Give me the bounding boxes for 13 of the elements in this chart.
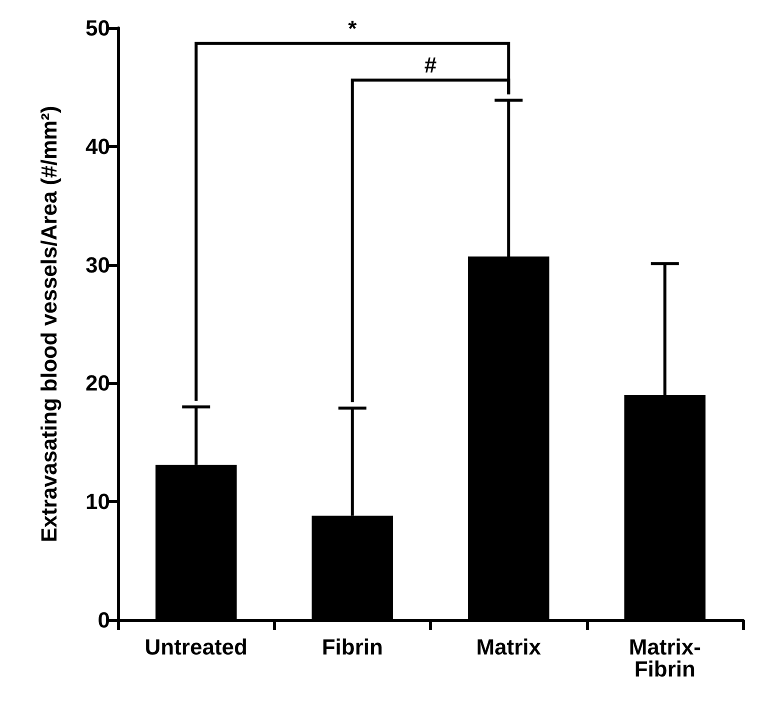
annotation: * [348, 16, 358, 41]
y-tick-label: 0 [98, 608, 110, 632]
y-tick-label: 50 [86, 16, 110, 40]
y-axis-title: Extravasating blood vessels/Area (#/mm²) [36, 106, 62, 542]
annotation: # [424, 52, 437, 78]
x-tick-label: Matrix-Fibrin [628, 634, 701, 682]
x-tick-label: Fibrin [322, 634, 383, 660]
y-tick-label: 30 [86, 252, 110, 278]
x-tick-label: Matrix [476, 634, 542, 660]
y-tick-label: 20 [86, 370, 110, 396]
y-tick-label: 10 [86, 489, 110, 514]
y-tick-label: 40 [86, 134, 110, 159]
x-tick-label: Untreated [144, 634, 248, 660]
